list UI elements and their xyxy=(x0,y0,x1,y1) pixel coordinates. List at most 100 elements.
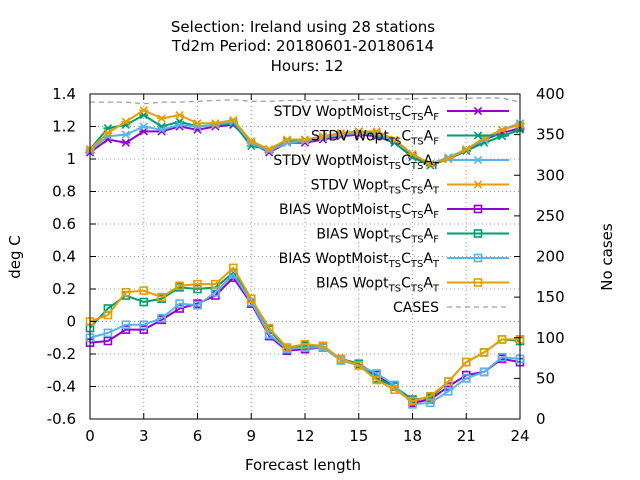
data-point-asterisk xyxy=(246,136,256,146)
data-point-asterisk xyxy=(103,128,113,138)
data-point-asterisk xyxy=(473,155,483,165)
legend-entry: BIAS WoptTSCTSAT xyxy=(316,276,509,295)
data-point-square xyxy=(139,320,149,330)
data-point-square xyxy=(246,294,256,304)
data-point-square xyxy=(103,328,113,338)
marker-stroke xyxy=(139,122,148,131)
data-point-asterisk xyxy=(121,130,131,139)
data-point-square xyxy=(175,299,184,308)
data-point-square xyxy=(497,352,507,362)
data-point-asterisk xyxy=(408,149,417,159)
x-tick-label: 0 xyxy=(85,427,95,445)
y-tick-label: 1.2 xyxy=(52,118,76,136)
data-point-square xyxy=(300,339,310,349)
data-point-asterisk xyxy=(473,131,483,140)
data-point-square xyxy=(157,292,166,302)
x-tick-label: 24 xyxy=(510,427,529,445)
marker-stroke xyxy=(247,136,256,146)
legend-entry: BIAS WoptMoistTSCTSAF xyxy=(279,202,509,221)
marker-stroke xyxy=(372,127,381,136)
marker-stroke xyxy=(354,127,363,136)
y-tick-label: 1 xyxy=(66,150,76,168)
title-line-2: Td2m Period: 20180601-20180614 xyxy=(171,37,434,55)
data-point-square xyxy=(372,375,381,385)
y-tick-label: -0.4 xyxy=(47,378,76,396)
marker-stroke xyxy=(157,125,166,134)
data-point-square xyxy=(139,286,149,295)
y2-tick-label: 50 xyxy=(536,369,555,387)
marker-stroke xyxy=(193,119,202,128)
data-point-asterisk xyxy=(193,119,202,128)
data-point-square xyxy=(175,281,184,291)
marker-stroke xyxy=(408,149,417,159)
data-point-square xyxy=(336,354,346,364)
data-point-asterisk xyxy=(300,135,310,144)
marker-stroke xyxy=(211,119,220,128)
data-point-square xyxy=(211,279,220,289)
legend-label: STDV WoptMoistTSCTSAT xyxy=(273,153,440,172)
y2-tick-label: 150 xyxy=(536,288,565,306)
series-6 xyxy=(85,270,525,409)
legend-label: STDV WoptTSCTSAF xyxy=(311,129,439,148)
series-line xyxy=(89,271,521,401)
legend-entry: STDV WoptTSCTSAT xyxy=(311,178,509,197)
marker-stroke xyxy=(318,132,328,141)
data-point-asterisk xyxy=(175,110,185,120)
y2-tick-label: 300 xyxy=(536,166,565,184)
legend-entry: STDV WoptTSCTSAF xyxy=(311,129,509,148)
x-tick-label: 15 xyxy=(349,427,368,445)
data-point-asterisk xyxy=(175,120,185,130)
data-point-square xyxy=(497,335,507,344)
data-point-square xyxy=(139,325,149,334)
marker-stroke xyxy=(390,135,399,144)
marker-stroke xyxy=(473,106,483,116)
marker-stroke xyxy=(282,135,292,144)
y2-tick-label: 200 xyxy=(536,248,565,266)
marker-stroke xyxy=(103,135,113,144)
x-tick-label: 18 xyxy=(403,427,422,445)
y-tick-label: 0.4 xyxy=(52,248,76,266)
legend-entry: BIAS WoptMoistTSCTSAT xyxy=(279,251,509,270)
data-point-asterisk xyxy=(497,125,507,134)
data-point-asterisk xyxy=(264,145,274,154)
marker-stroke xyxy=(336,128,345,138)
marker-stroke xyxy=(473,180,483,189)
data-point-square xyxy=(426,391,435,401)
data-point-square xyxy=(157,313,166,323)
data-point-asterisk xyxy=(372,127,382,136)
legend-label: BIAS WoptTSCTSAF xyxy=(316,227,439,246)
y2-tick-label: 400 xyxy=(536,85,565,103)
data-point-square xyxy=(473,229,483,238)
legend-label: STDV WoptMoistTSCTSAF xyxy=(274,104,440,123)
marker-stroke xyxy=(426,159,435,169)
y2-tick-label: 100 xyxy=(536,329,565,347)
data-point-square xyxy=(318,341,328,351)
data-point-asterisk xyxy=(121,138,131,147)
data-point-square xyxy=(229,263,238,273)
data-point-square xyxy=(473,204,483,214)
data-point-asterisk xyxy=(139,106,149,115)
data-point-square xyxy=(444,387,453,396)
legend-entry: STDV WoptMoistTSCTSAT xyxy=(273,153,509,172)
marker-stroke xyxy=(265,145,274,154)
legend-entry: CASES xyxy=(393,300,509,316)
title-line-3: Hours: 12 xyxy=(271,57,344,75)
data-point-square xyxy=(390,380,399,390)
legend-label: BIAS WoptTSCTSAT xyxy=(316,276,440,295)
marker-stroke xyxy=(300,135,310,144)
data-point-asterisk xyxy=(139,122,149,131)
y2-axis-label: No cases xyxy=(598,223,616,291)
marker-stroke xyxy=(175,117,184,126)
data-point-square xyxy=(473,278,483,287)
legend-entry: STDV WoptMoistTSCTSAF xyxy=(274,104,509,123)
data-point-square xyxy=(479,348,489,357)
data-point-asterisk xyxy=(210,119,220,128)
marker-stroke xyxy=(462,145,471,154)
y-tick-label: 0.2 xyxy=(52,280,76,298)
title-line-1: Selection: Ireland using 28 stations xyxy=(171,18,435,36)
data-point-asterisk xyxy=(354,127,364,136)
series-line xyxy=(89,266,520,403)
marker-stroke xyxy=(121,130,130,139)
marker-stroke xyxy=(139,106,148,115)
